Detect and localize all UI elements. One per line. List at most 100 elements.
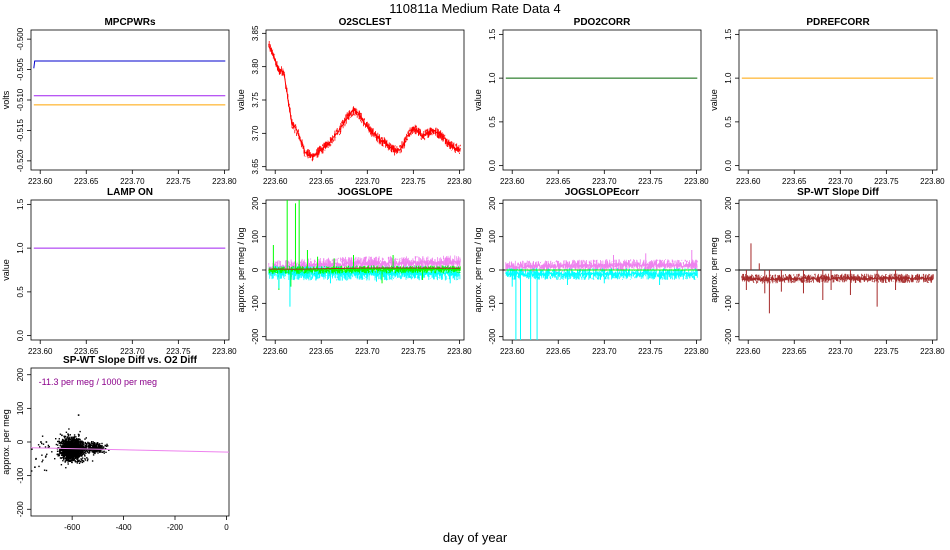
spwt-ylabel: approx. per meg <box>709 237 719 303</box>
scatter-point <box>78 442 81 444</box>
scatter-ytick-label: 100 <box>16 401 25 415</box>
scatter-point <box>67 433 69 436</box>
scatter-point <box>71 454 73 456</box>
scatter-point <box>66 437 68 439</box>
scatter-point <box>31 448 33 450</box>
scatter-point <box>68 450 70 452</box>
scatter-point <box>73 441 76 444</box>
lamp-xtick-label: 223.65 <box>74 347 99 356</box>
scatter-point <box>77 445 80 447</box>
scatter-point <box>77 453 79 455</box>
scatter-point <box>67 438 69 440</box>
scatter-point <box>66 444 68 446</box>
scatter-point <box>81 442 83 444</box>
scatter-plot-area <box>31 414 229 472</box>
pdo2corr-xtick-label: 223.80 <box>684 177 709 186</box>
scatter-point <box>59 452 61 455</box>
scatter-title: SP-WT Slope Diff vs. O2 Diff <box>63 355 198 366</box>
scatter-point <box>65 455 68 457</box>
scatter-point <box>64 454 66 457</box>
scatter-point <box>66 452 69 454</box>
scatter-point <box>70 438 73 440</box>
scatter-point <box>70 459 72 461</box>
scatter-point <box>79 452 82 454</box>
scatter-point <box>79 439 81 441</box>
scatter-point <box>42 443 45 445</box>
o2sclest-ytick-label: 3.70 <box>251 125 260 141</box>
scatter-point <box>66 453 68 455</box>
scatter-point <box>83 448 86 451</box>
scatter-point <box>88 452 90 454</box>
lamp-xtick-label: 223.70 <box>120 347 145 356</box>
scatter-point <box>51 451 53 453</box>
pdo2corr-xtick-label: 223.60 <box>500 177 525 186</box>
scatter-point <box>39 446 41 448</box>
scatter-point <box>98 446 100 448</box>
spwt-xtick-label: 223.65 <box>782 347 807 356</box>
scatter-point <box>61 445 63 448</box>
jogslope-xtick-label: 223.75 <box>401 347 426 356</box>
lamp-xtick-label: 223.80 <box>212 347 237 356</box>
scatter-point <box>93 450 95 452</box>
scatter-point <box>65 454 68 456</box>
scatter-point <box>83 446 85 449</box>
o2sclest-xtick-label: 223.60 <box>263 177 288 186</box>
scatter-point <box>82 441 84 443</box>
scatter-point <box>67 455 69 458</box>
o2sclest-xtick-label: 223.75 <box>401 177 426 186</box>
scatter-point <box>59 444 61 447</box>
scatter-point <box>98 445 100 447</box>
scatter-point <box>61 457 63 459</box>
scatter-point <box>86 459 89 462</box>
scatter-point <box>77 442 79 444</box>
scatter-point <box>92 454 95 456</box>
pdrefcorr-ytick-label: 1.5 <box>724 28 733 40</box>
fit-line <box>31 447 229 453</box>
scatter-point <box>68 428 70 430</box>
scatter-point <box>62 444 64 446</box>
scatter-point <box>79 450 81 452</box>
spwt-xtick-label: 223.60 <box>736 347 761 356</box>
scatter-point <box>108 449 110 451</box>
scatter-point <box>83 443 85 446</box>
mpcpwrs-ytick-label: -0.515 <box>16 119 25 142</box>
scatter-point <box>60 454 63 456</box>
lamp-xtick-label: 223.75 <box>166 347 191 356</box>
scatter-point <box>78 438 81 440</box>
scatter-point <box>98 451 101 453</box>
scatter-point <box>76 440 78 443</box>
scatter-point <box>107 445 109 447</box>
scatter-point <box>79 430 81 433</box>
scatter-point <box>71 446 73 448</box>
jogslopecorr-ytick-label: -200 <box>488 328 497 345</box>
jogslope-panel: JOGSLOPE approx. per meg / log 223.60 223.6… <box>236 187 472 356</box>
scatter-point <box>69 438 72 441</box>
scatter-point <box>45 469 48 472</box>
o2sclest-ytick-label: 3.85 <box>251 25 260 41</box>
scatter-point <box>45 455 47 457</box>
spwt-panel: SP-WT Slope Diff approx. per meg 223.60 223… <box>709 187 945 356</box>
mpcpwrs-ytick-label: -0.510 <box>16 88 25 111</box>
scatter-point <box>80 460 82 463</box>
scatter-point <box>79 443 81 445</box>
scatter-point <box>65 459 68 462</box>
jogslope-xtick-label: 223.80 <box>447 347 472 356</box>
jogslopecorr-plot-area <box>503 250 701 340</box>
mpcpwrs-series-0-line <box>33 60 226 69</box>
jogslopecorr-xtick-label: 223.65 <box>546 347 571 356</box>
mpcpwrs-xtick-label: 223.80 <box>212 177 237 186</box>
scatter-point <box>91 441 93 443</box>
pdrefcorr-xtick-label: 223.75 <box>874 177 899 186</box>
scatter-point <box>76 460 78 463</box>
scatter-point <box>61 438 64 441</box>
scatter-point <box>80 445 82 447</box>
scatter-point <box>77 451 80 453</box>
scatter-point <box>58 440 60 443</box>
fit-annotation: -11.3 per meg / 1000 per meg <box>39 377 157 387</box>
jogslopecorr-ytick-label: 100 <box>488 229 497 243</box>
o2sclest-panel: O2SCLEST value 223.60 223.65 223.70 223.75 223… <box>236 17 472 186</box>
scatter-point <box>76 444 79 446</box>
scatter-point <box>75 439 78 441</box>
scatter-panel: SP-WT Slope Diff vs. O2 Diff approx. per … <box>1 355 230 532</box>
scatter-point <box>96 447 99 449</box>
